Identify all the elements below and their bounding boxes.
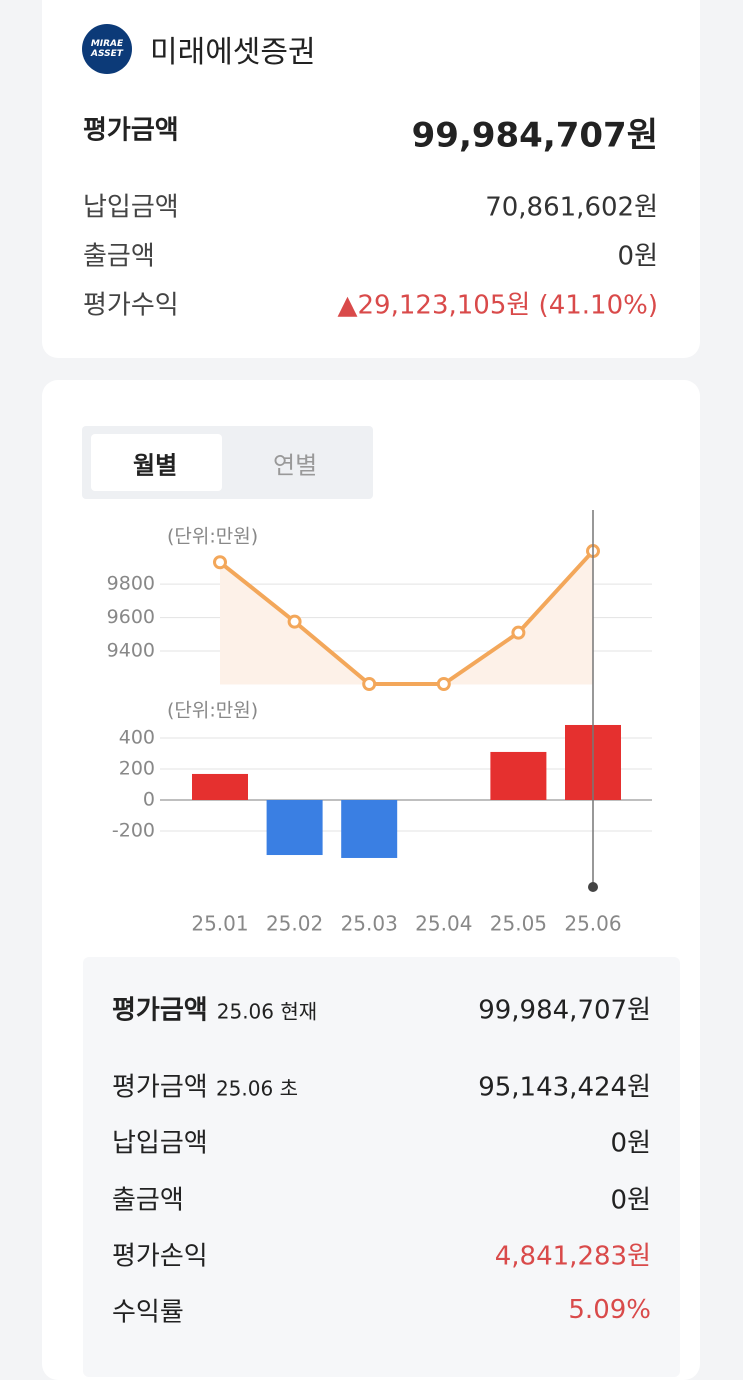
y-tick-label: 200 [119, 758, 155, 780]
y-tick-label: 9400 [107, 640, 155, 662]
summary-value: 99,984,707원 [411, 115, 658, 156]
bar [341, 800, 398, 858]
point [511, 625, 526, 640]
detail-value: 99,984,707원 [478, 995, 651, 1026]
summary-label: 평가금액 [83, 115, 179, 146]
x-tick-label: 25.03 [341, 912, 398, 936]
y-tick-label: 9800 [107, 573, 155, 595]
label-note: 25.06 초 [215, 1076, 298, 1101]
detail-note: 25.06 현재 [216, 999, 318, 1024]
label-text: 평가금액 [112, 1072, 208, 1103]
y-tick-label: 9600 [107, 606, 155, 628]
detail-row-label: 수익률 [112, 1292, 184, 1329]
tab[interactable]: 월별 [133, 451, 178, 480]
logo-text: MIRAE [90, 39, 124, 49]
row-value: 0원 [617, 241, 658, 272]
bar [490, 751, 547, 800]
detail-row-label: 출금액 [112, 1179, 184, 1216]
row-label: 납입금액 [83, 192, 179, 223]
label-text: 평가손익 [112, 1241, 208, 1272]
detail-row-label: 납입금액 [112, 1123, 208, 1160]
logo: MIRAE ASSET [82, 24, 132, 74]
x-tick-label: 25.06 [564, 912, 621, 936]
point [287, 614, 302, 629]
y-tick-label: -200 [112, 820, 155, 842]
detail-row-value: 5.09% [568, 1295, 651, 1326]
summary-card [42, 0, 700, 358]
cursor-dot [588, 882, 598, 892]
row-label: 출금액 [83, 241, 155, 272]
area [220, 551, 593, 685]
detail-row-label: 평가손익 [112, 1235, 208, 1272]
row-value: 70,861,602원 [485, 192, 658, 223]
x-tick-label: 25.01 [191, 912, 248, 936]
label-text: 출금액 [112, 1185, 184, 1216]
row-label: 평가수익 [83, 290, 179, 321]
detail-title: 평가금액 25.06 현재 [112, 990, 317, 1027]
detail-panel [83, 957, 680, 1377]
detail-row-value: 95,143,424원 [478, 1072, 651, 1103]
tab[interactable]: 연별 [273, 451, 318, 480]
x-tick-label: 25.05 [490, 912, 547, 936]
detail-title-text: 평가금액 [112, 995, 208, 1026]
y-tick-label: 0 [143, 789, 155, 811]
bar [192, 773, 248, 800]
detail-row-label: 평가금액 25.06 초 [112, 1067, 298, 1104]
detail-row-value: 4,841,283원 [494, 1241, 651, 1272]
x-tick-label: 25.04 [415, 912, 472, 936]
detail-row-value: 0원 [610, 1128, 651, 1159]
unit-label: (단위:만원) [167, 700, 258, 722]
point [213, 555, 227, 570]
brand: 미래에셋증권 [150, 35, 316, 70]
label-text: 수익률 [112, 1297, 184, 1328]
unit-label: (단위:만원) [167, 526, 258, 548]
detail-row-value: 0원 [610, 1185, 651, 1216]
x-tick-label: 25.02 [266, 912, 323, 936]
y-tick-label: 400 [119, 727, 155, 749]
line [218, 549, 595, 686]
row-value: ▲29,123,105원 (41.10%) [337, 290, 658, 321]
bar [266, 800, 323, 856]
logo-text: ASSET [91, 49, 123, 59]
chart: (단위:만원) 9400 9600 9800 (단위:만원) 400 200 0 -200 25.… [107, 510, 652, 936]
point [436, 676, 451, 691]
label-text: 납입금액 [112, 1128, 208, 1159]
point [362, 676, 377, 691]
tab-active[interactable] [91, 434, 222, 491]
